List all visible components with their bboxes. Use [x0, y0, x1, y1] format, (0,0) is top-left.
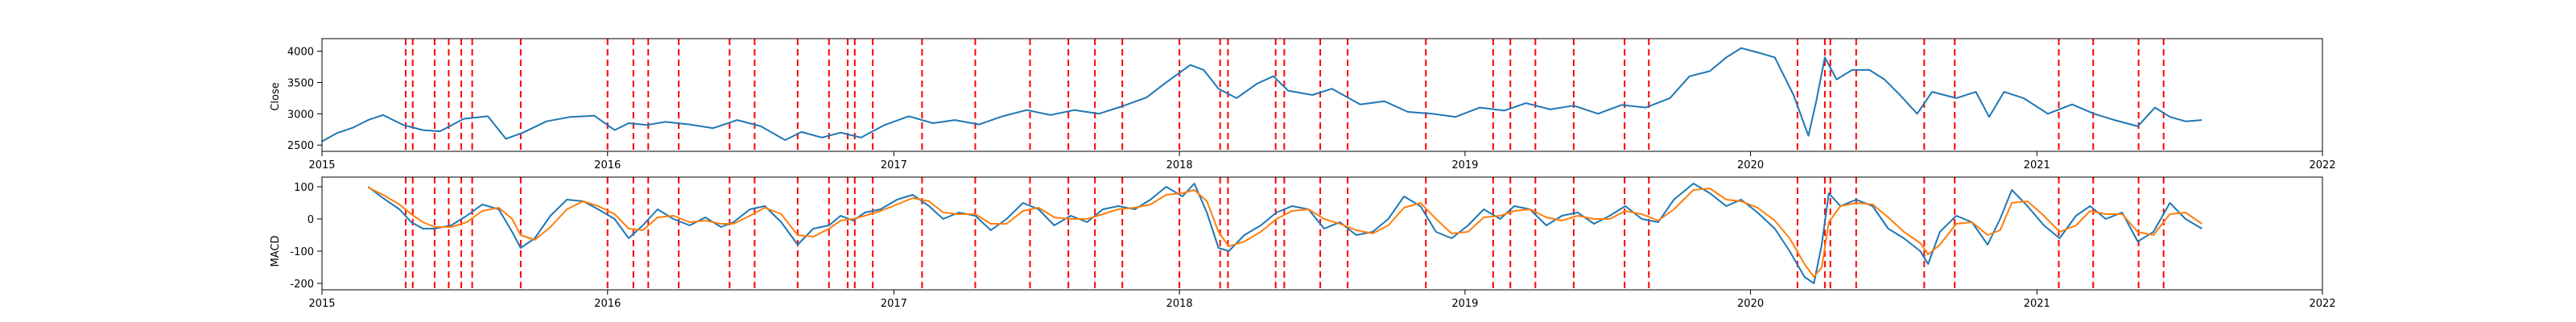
- x-tick-label: 2016: [594, 159, 621, 171]
- x-tick-label: 2019: [1451, 298, 1478, 310]
- x-tick-label: 2018: [1166, 298, 1193, 310]
- y-tick-label: 0: [308, 214, 314, 226]
- x-tick-label: 2021: [2024, 159, 2050, 171]
- close-ylabel: Close: [270, 82, 282, 110]
- y-tick-label: -100: [290, 246, 314, 258]
- event-lines: [404, 39, 2165, 151]
- macd-panel: MACD 2015 2016 2017 2018 2019 2020 2021 2022 -20…: [270, 176, 2336, 310]
- event-lines: [404, 177, 2165, 290]
- y-tick-label: 100: [294, 182, 314, 194]
- x-tick-label: 2022: [2309, 298, 2335, 310]
- x-tick-label: 2022: [2309, 159, 2335, 171]
- plot-frame: [321, 38, 2323, 152]
- series-line-1: [367, 186, 2202, 278]
- y-tick-label: 3000: [287, 109, 314, 121]
- x-tick-label: 2021: [2024, 298, 2050, 310]
- series-line-0: [367, 183, 2202, 284]
- y-tick-label: -200: [290, 279, 314, 291]
- x-tick-label: 2020: [1737, 159, 1764, 171]
- close-panel: Close 2015 2016 2017 2018 2019 2020 2021 2022 25…: [270, 38, 2336, 171]
- y-tick-label: 4000: [287, 47, 314, 59]
- series-line-0: [322, 47, 2202, 142]
- x-tick-label: 2016: [594, 298, 621, 310]
- series-lines: [367, 183, 2202, 284]
- series-lines: [322, 47, 2202, 142]
- macd-ylabel: MACD: [270, 236, 282, 267]
- x-tick-label: 2019: [1451, 159, 1478, 171]
- x-tick-label: 2018: [1166, 159, 1193, 171]
- plot-frame: [321, 176, 2323, 291]
- y-tick-label: 3500: [287, 77, 314, 89]
- x-tick-label: 2020: [1737, 298, 1764, 310]
- x-tick-label: 2017: [881, 298, 907, 310]
- y-tick-label: 2500: [287, 140, 314, 152]
- x-tick-label: 2015: [308, 298, 335, 310]
- x-tick-label: 2015: [308, 159, 335, 171]
- x-tick-label: 2017: [881, 159, 907, 171]
